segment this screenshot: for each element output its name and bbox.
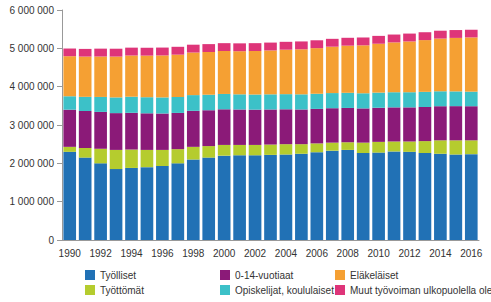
svg-text:2006: 2006 <box>306 248 329 259</box>
svg-text:4 000 000: 4 000 000 <box>10 81 55 92</box>
svg-text:6 000 000: 6 000 000 <box>10 5 55 16</box>
svg-text:2016: 2016 <box>460 248 483 259</box>
svg-text:Muut työvoiman ulkopuolella ol: Muut työvoiman ulkopuolella olevat <box>350 285 491 296</box>
svg-text:2014: 2014 <box>429 248 452 259</box>
svg-text:0: 0 <box>48 235 54 246</box>
svg-text:2 000 000: 2 000 000 <box>10 158 55 169</box>
svg-text:2000: 2000 <box>213 248 236 259</box>
svg-text:1996: 1996 <box>151 248 174 259</box>
svg-text:1 000 000: 1 000 000 <box>10 196 55 207</box>
svg-text:2008: 2008 <box>337 248 360 259</box>
svg-text:1998: 1998 <box>182 248 205 259</box>
svg-text:1990: 1990 <box>59 248 82 259</box>
svg-text:2004: 2004 <box>275 248 298 259</box>
svg-text:0-14-vuotiaat: 0-14-vuotiaat <box>235 270 294 281</box>
svg-text:5 000 000: 5 000 000 <box>10 43 55 54</box>
svg-text:Työttömät: Työttömät <box>100 285 144 296</box>
svg-text:Työlliset: Työlliset <box>100 270 136 281</box>
svg-text:Eläkeläiset: Eläkeläiset <box>350 270 399 281</box>
svg-text:2012: 2012 <box>398 248 421 259</box>
svg-text:Opiskelijat, koululaiset: Opiskelijat, koululaiset <box>235 285 334 296</box>
svg-text:1994: 1994 <box>120 248 143 259</box>
svg-text:3 000 000: 3 000 000 <box>10 120 55 131</box>
svg-text:2010: 2010 <box>367 248 390 259</box>
svg-text:1992: 1992 <box>89 248 112 259</box>
svg-text:2002: 2002 <box>244 248 267 259</box>
